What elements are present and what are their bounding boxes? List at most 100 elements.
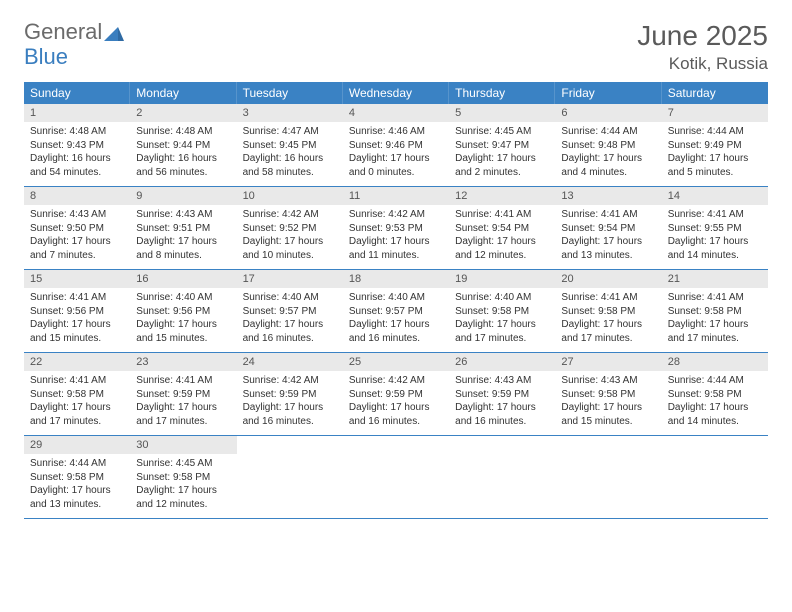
day1-line: Daylight: 17 hours xyxy=(243,235,337,249)
day1-line: Daylight: 17 hours xyxy=(136,235,230,249)
sunrise-line: Sunrise: 4:46 AM xyxy=(349,125,443,139)
sunset-line: Sunset: 9:53 PM xyxy=(349,222,443,236)
day2-line: and 54 minutes. xyxy=(30,166,124,180)
sunset-line: Sunset: 9:59 PM xyxy=(243,388,337,402)
day1-line: Daylight: 17 hours xyxy=(561,318,655,332)
day2-line: and 17 minutes. xyxy=(30,415,124,429)
day-cell: 24Sunrise: 4:42 AMSunset: 9:59 PMDayligh… xyxy=(237,353,343,435)
day-body: Sunrise: 4:44 AMSunset: 9:49 PMDaylight:… xyxy=(662,125,768,179)
day1-line: Daylight: 17 hours xyxy=(136,318,230,332)
day-body: Sunrise: 4:40 AMSunset: 9:58 PMDaylight:… xyxy=(449,291,555,345)
week-row: 29Sunrise: 4:44 AMSunset: 9:58 PMDayligh… xyxy=(24,436,768,519)
sunset-line: Sunset: 9:57 PM xyxy=(349,305,443,319)
day1-line: Daylight: 17 hours xyxy=(243,318,337,332)
day-body: Sunrise: 4:44 AMSunset: 9:58 PMDaylight:… xyxy=(662,374,768,428)
sunrise-line: Sunrise: 4:45 AM xyxy=(455,125,549,139)
day-cell: 27Sunrise: 4:43 AMSunset: 9:58 PMDayligh… xyxy=(555,353,661,435)
sunrise-line: Sunrise: 4:40 AM xyxy=(243,291,337,305)
day-cell xyxy=(237,436,343,518)
sunset-line: Sunset: 9:56 PM xyxy=(136,305,230,319)
day-cell: 4 Sunrise: 4:46 AMSunset: 9:46 PMDaylight… xyxy=(343,104,449,186)
sunset-line: Sunset: 9:56 PM xyxy=(30,305,124,319)
day2-line: and 13 minutes. xyxy=(561,249,655,263)
day1-line: Daylight: 17 hours xyxy=(455,235,549,249)
sunset-line: Sunset: 9:46 PM xyxy=(349,139,443,153)
day-cell: 21Sunrise: 4:41 AMSunset: 9:58 PMDayligh… xyxy=(662,270,768,352)
day-number: 17 xyxy=(237,270,343,288)
day-number: 1 xyxy=(24,104,130,122)
sunrise-line: Sunrise: 4:41 AM xyxy=(561,208,655,222)
day-number: 28 xyxy=(662,353,768,371)
sunrise-line: Sunrise: 4:44 AM xyxy=(561,125,655,139)
sunrise-line: Sunrise: 4:41 AM xyxy=(561,291,655,305)
day-cell: 19Sunrise: 4:40 AMSunset: 9:58 PMDayligh… xyxy=(449,270,555,352)
day-cell xyxy=(449,436,555,518)
day-number: 21 xyxy=(662,270,768,288)
day1-line: Daylight: 17 hours xyxy=(455,318,549,332)
day-number: 4 xyxy=(343,104,449,122)
sunrise-line: Sunrise: 4:41 AM xyxy=(30,291,124,305)
day-body: Sunrise: 4:42 AMSunset: 9:52 PMDaylight:… xyxy=(237,208,343,262)
title-block: June 2025 Kotik, Russia xyxy=(637,20,768,74)
day-cell: 26Sunrise: 4:43 AMSunset: 9:59 PMDayligh… xyxy=(449,353,555,435)
day2-line: and 16 minutes. xyxy=(455,415,549,429)
day1-line: Daylight: 17 hours xyxy=(349,401,443,415)
day2-line: and 2 minutes. xyxy=(455,166,549,180)
week-row: 15Sunrise: 4:41 AMSunset: 9:56 PMDayligh… xyxy=(24,270,768,353)
sunrise-line: Sunrise: 4:42 AM xyxy=(349,208,443,222)
day-cell: 2Sunrise: 4:48 AMSunset: 9:44 PMDaylight… xyxy=(130,104,236,186)
day1-line: Daylight: 17 hours xyxy=(30,484,124,498)
day-cell: 7Sunrise: 4:44 AMSunset: 9:49 PMDaylight… xyxy=(662,104,768,186)
day-body: Sunrise: 4:47 AMSunset: 9:45 PMDaylight:… xyxy=(237,125,343,179)
sunrise-line: Sunrise: 4:47 AM xyxy=(243,125,337,139)
day-number: 15 xyxy=(24,270,130,288)
day1-line: Daylight: 17 hours xyxy=(561,235,655,249)
day-body: Sunrise: 4:43 AMSunset: 9:51 PMDaylight:… xyxy=(130,208,236,262)
sunset-line: Sunset: 9:59 PM xyxy=(455,388,549,402)
day-cell: 1Sunrise: 4:48 AMSunset: 9:43 PMDaylight… xyxy=(24,104,130,186)
sunset-line: Sunset: 9:58 PM xyxy=(668,388,762,402)
sunset-line: Sunset: 9:45 PM xyxy=(243,139,337,153)
day-number: 6 xyxy=(555,104,661,122)
day-body: Sunrise: 4:46 AMSunset: 9:46 PMDaylight:… xyxy=(343,125,449,179)
day-cell: 3Sunrise: 4:47 AMSunset: 9:45 PMDaylight… xyxy=(237,104,343,186)
day1-line: Daylight: 17 hours xyxy=(136,484,230,498)
day-cell xyxy=(662,436,768,518)
day-cell: 16Sunrise: 4:40 AMSunset: 9:56 PMDayligh… xyxy=(130,270,236,352)
day-cell: 5Sunrise: 4:45 AMSunset: 9:47 PMDaylight… xyxy=(449,104,555,186)
sunset-line: Sunset: 9:58 PM xyxy=(455,305,549,319)
sunset-line: Sunset: 9:54 PM xyxy=(561,222,655,236)
day1-line: Daylight: 17 hours xyxy=(668,235,762,249)
day-number: 10 xyxy=(237,187,343,205)
day-cell: 10 Sunrise: 4:42 AMSunset: 9:52 PMDayligh… xyxy=(237,187,343,269)
weekday-tuesday: Tuesday xyxy=(237,82,343,104)
day2-line: and 16 minutes. xyxy=(243,415,337,429)
day1-line: Daylight: 17 hours xyxy=(349,152,443,166)
day-number: 22 xyxy=(24,353,130,371)
sunset-line: Sunset: 9:58 PM xyxy=(30,471,124,485)
day-number: 20 xyxy=(555,270,661,288)
sunrise-line: Sunrise: 4:41 AM xyxy=(455,208,549,222)
week-row: 1Sunrise: 4:48 AMSunset: 9:43 PMDaylight… xyxy=(24,104,768,187)
weeks-container: 1Sunrise: 4:48 AMSunset: 9:43 PMDaylight… xyxy=(24,104,768,519)
sunrise-line: Sunrise: 4:45 AM xyxy=(136,457,230,471)
day-number: 26 xyxy=(449,353,555,371)
sunrise-line: Sunrise: 4:41 AM xyxy=(668,291,762,305)
day1-line: Daylight: 17 hours xyxy=(668,401,762,415)
page-header: General Blue June 2025 Kotik, Russia xyxy=(24,20,768,74)
sunrise-line: Sunrise: 4:41 AM xyxy=(136,374,230,388)
day-number: 23 xyxy=(130,353,236,371)
day2-line: and 13 minutes. xyxy=(30,498,124,512)
day2-line: and 14 minutes. xyxy=(668,415,762,429)
sunrise-line: Sunrise: 4:40 AM xyxy=(455,291,549,305)
sunset-line: Sunset: 9:50 PM xyxy=(30,222,124,236)
day-cell: 25Sunrise: 4:42 AMSunset: 9:59 PMDayligh… xyxy=(343,353,449,435)
sunset-line: Sunset: 9:58 PM xyxy=(136,471,230,485)
weekday-thursday: Thursday xyxy=(449,82,555,104)
sunrise-line: Sunrise: 4:44 AM xyxy=(668,125,762,139)
day2-line: and 17 minutes. xyxy=(561,332,655,346)
day2-line: and 15 minutes. xyxy=(30,332,124,346)
day2-line: and 58 minutes. xyxy=(243,166,337,180)
day-body: Sunrise: 4:42 AMSunset: 9:59 PMDaylight:… xyxy=(343,374,449,428)
day2-line: and 4 minutes. xyxy=(561,166,655,180)
